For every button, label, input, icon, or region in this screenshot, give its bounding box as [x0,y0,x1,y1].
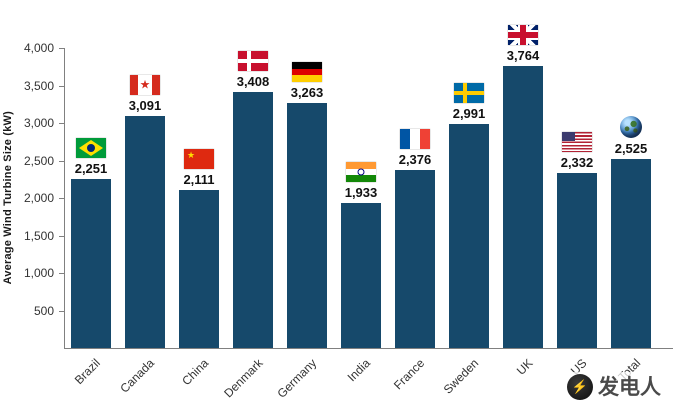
bar-column-canada: 3,091 [125,75,165,348]
bar-value-label: 3,764 [506,48,540,63]
bar-value-label: 2,525 [614,141,648,156]
y-tick-mark [59,48,64,49]
y-tick-label: 2,000 [23,191,54,205]
bar-column-india: 1,933 [341,162,381,348]
bar-us [557,173,597,348]
x-tick-label: Canada [117,356,158,396]
bar-brazil [71,179,111,348]
bar-canada [125,116,165,348]
plot-region: 4,000 3,500 3,000 2,500 2,000 1,500 1,000 500 2… [18,0,673,349]
bar-total [611,159,651,348]
y-tick-label: 1,500 [23,228,54,243]
bar-value-label: 2,111 [183,172,215,187]
watermark: ⚡ 发电人 [563,372,665,402]
bar-value-label: 2,991 [452,106,486,121]
brazil-flag-icon [76,138,106,158]
canada-flag-icon [130,75,160,95]
x-label-cell: UK [502,349,542,410]
china-flag-icon [184,149,214,169]
bar-column-us: 2,332 [557,132,597,348]
y-tick-mark [59,273,64,274]
bar-uk [503,66,543,348]
y-tick-label: 3,000 [23,116,54,130]
us-flag-icon [562,132,592,152]
bar-value-label: 2,332 [560,155,594,170]
bar-column-france: 2,376 [395,129,435,348]
bar-value-label: 3,091 [128,98,162,113]
x-tick-label: India [344,356,374,385]
x-label-cell: Canada [117,349,164,410]
france-flag-icon [400,129,430,149]
x-tick-label: Brazil [71,356,104,388]
y-tick-mark [59,123,64,124]
bar-france [395,170,435,348]
plot-area: 2,251 3,091 2,111 3,408 3,263 1,933 2,376 2,991… [64,25,673,349]
bar-value-label: 1,933 [344,185,378,200]
bar-value-label: 2,251 [74,161,108,176]
y-tick-label: 2,500 [23,153,54,168]
x-label-cell: China [178,349,218,410]
y-tick-mark [59,310,64,312]
globe-icon [620,116,642,138]
bar-denmark [233,92,273,348]
x-tick-label: UK [513,356,536,378]
denmark-flag-icon [238,51,268,71]
x-tick-label: Denmark [220,356,266,401]
x-label-cell: Germany [274,349,326,410]
x-tick-label: China [179,356,212,389]
x-label-cell: France [390,349,434,410]
bar-column-brazil: 2,251 [71,138,111,348]
germany-flag-icon [292,62,322,82]
india-flag-icon [346,162,376,182]
y-tick-label: 1,000 [23,266,54,280]
x-label-cell: Denmark [221,349,272,410]
x-label-cell: Sweden [441,349,488,410]
y-tick-mark [59,160,64,162]
bar-column-denmark: 3,408 [233,51,273,348]
y-tick-mark [59,235,64,237]
bar-india [341,203,381,348]
bar-china [179,190,219,348]
bar-sweden [449,124,489,348]
uk-flag-icon [508,25,538,45]
x-tick-label: France [390,356,428,393]
y-axis: 4,000 3,500 3,000 2,500 2,000 1,500 1,000 500 [18,41,64,348]
y-tick-label: 3,500 [23,78,54,93]
bar-column-uk: 3,764 [503,25,543,348]
bar-value-label: 2,376 [398,152,432,167]
bar-column-sweden: 2,991 [449,83,489,348]
y-tick-mark [59,198,64,199]
sweden-flag-icon [454,83,484,103]
bar-value-label: 3,263 [290,85,324,100]
x-tick-label: Germany [274,356,320,401]
y-axis-title: Average Wind Turbine Size (kW) [2,48,14,348]
bar-column-china: 2,111 [179,149,219,348]
bar-value-label: 3,408 [236,74,270,89]
y-tick-mark [59,85,64,87]
y-tick-label: 4,000 [23,41,54,55]
bar-column-germany: 3,263 [287,62,327,348]
watermark-logo-icon: ⚡ [567,374,593,400]
x-tick-label: Sweden [440,356,482,397]
watermark-text: 发电人 [598,375,661,399]
bar-column-total: 2,525 [611,116,651,348]
x-label-cell: India [340,349,380,410]
x-label-cell: Brazil [70,349,110,410]
y-axis-title-text: Average Wind Turbine Size (kW) [2,111,14,285]
y-tick-label: 500 [33,303,54,318]
bar-germany [287,103,327,348]
